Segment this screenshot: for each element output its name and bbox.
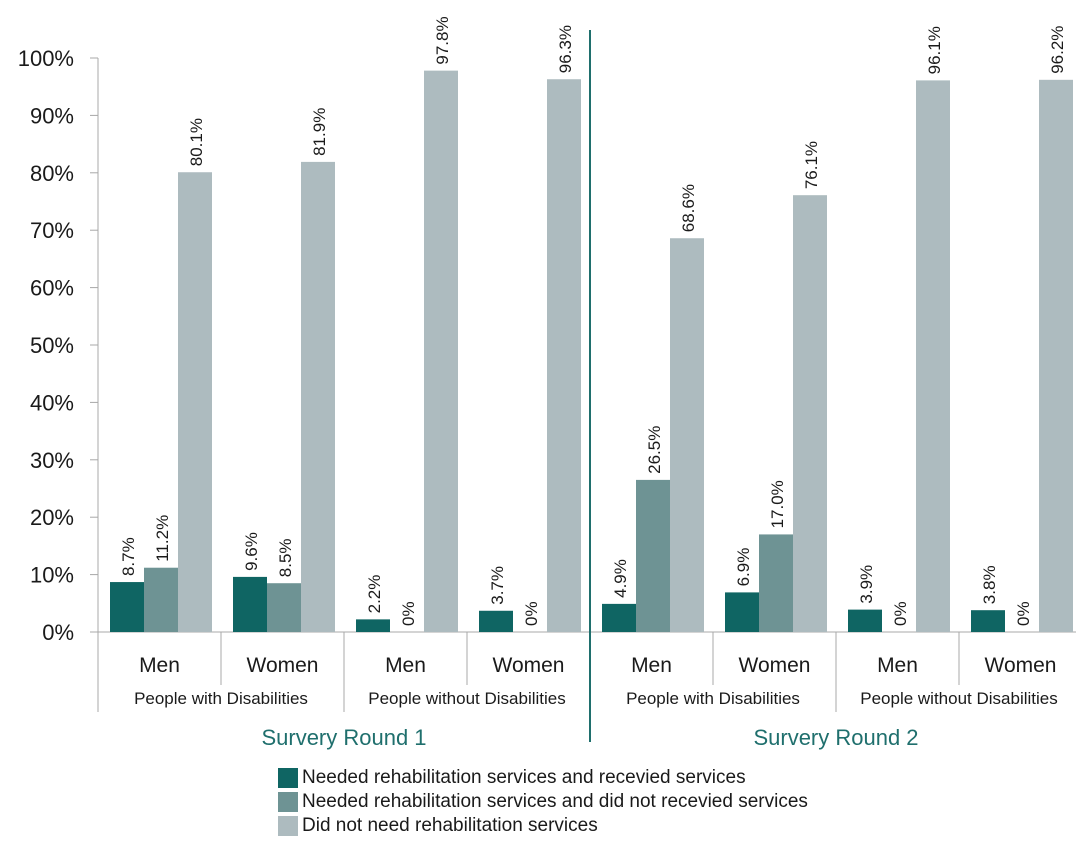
- bar: [110, 582, 144, 632]
- bar-value-label: 81.9%: [310, 108, 329, 156]
- legend: Needed rehabilitation services and recev…: [278, 766, 808, 838]
- bar: [301, 161, 335, 633]
- bar-value-label: 0%: [399, 601, 418, 626]
- bar: [670, 238, 704, 632]
- bar: [759, 534, 793, 632]
- bar-value-label: 0%: [891, 601, 910, 626]
- legend-item: Needed rehabilitation services and did n…: [278, 790, 808, 814]
- bar-value-label: 8.7%: [119, 537, 138, 576]
- y-tick-label: 90%: [30, 103, 74, 128]
- legend-label: Needed rehabilitation services and did n…: [302, 791, 808, 812]
- bar: [602, 603, 636, 632]
- bar-value-label: 76.1%: [802, 141, 821, 189]
- bar-value-label: 9.6%: [242, 532, 261, 571]
- bar: [424, 70, 458, 633]
- bar-value-label: 3.7%: [488, 566, 507, 605]
- legend-swatch: [278, 792, 298, 812]
- bar: [793, 195, 827, 632]
- y-tick-label: 50%: [30, 333, 74, 358]
- y-tick-label: 20%: [30, 505, 74, 530]
- subgroup-label: Women: [247, 654, 319, 677]
- bar: [636, 479, 670, 632]
- bar: [267, 583, 301, 632]
- bar-value-label: 96.3%: [556, 25, 575, 73]
- bar-value-label: 2.2%: [365, 575, 384, 614]
- y-tick-label: 0%: [42, 620, 74, 645]
- bar-value-label: 96.2%: [1048, 26, 1067, 74]
- bar-value-label: 3.9%: [857, 565, 876, 604]
- group-label: People without Disabilities: [368, 689, 566, 708]
- bar: [178, 172, 212, 632]
- bar: [479, 610, 513, 632]
- y-tick-label: 100%: [18, 46, 74, 71]
- bar-value-label: 80.1%: [187, 118, 206, 166]
- y-tick-label: 70%: [30, 218, 74, 243]
- bar: [916, 80, 950, 633]
- bar: [725, 592, 759, 632]
- group-label: People with Disabilities: [134, 689, 308, 708]
- legend-swatch: [278, 768, 298, 788]
- subgroup-label: Women: [493, 654, 565, 677]
- subgroup-label: Men: [139, 654, 180, 677]
- y-tick-label: 10%: [30, 563, 74, 588]
- legend-item: Did not need rehabilitation services: [278, 814, 808, 838]
- bar-value-label: 68.6%: [679, 184, 698, 232]
- bar: [144, 567, 178, 632]
- bar: [848, 609, 882, 632]
- group-label: People with Disabilities: [626, 689, 800, 708]
- y-tick-label: 40%: [30, 390, 74, 415]
- bar-value-label: 6.9%: [734, 548, 753, 587]
- group-label: People without Disabilities: [860, 689, 1058, 708]
- bar: [1039, 79, 1073, 632]
- legend-label: Needed rehabilitation services and recev…: [302, 767, 746, 788]
- y-tick-label: 80%: [30, 161, 74, 186]
- bar: [971, 610, 1005, 632]
- legend-swatch: [278, 816, 298, 836]
- bar-value-label: 11.2%: [153, 515, 172, 562]
- bar-value-label: 8.5%: [276, 538, 295, 577]
- round-label: Survery Round 1: [261, 725, 426, 750]
- bar: [547, 79, 581, 633]
- legend-item: Needed rehabilitation services and recev…: [278, 766, 808, 790]
- bar: [356, 619, 390, 632]
- bar-value-label: 3.8%: [980, 565, 999, 604]
- round-label: Survery Round 2: [753, 725, 918, 750]
- bar-value-label: 97.8%: [433, 16, 452, 64]
- bar-value-label: 17.0%: [768, 480, 787, 528]
- bar-value-label: 96.1%: [925, 26, 944, 74]
- subgroup-label: Men: [631, 654, 672, 677]
- bar-value-label: 0%: [522, 601, 541, 626]
- bar-value-label: 26.5%: [645, 426, 664, 474]
- bar: [233, 576, 267, 632]
- y-tick-label: 60%: [30, 276, 74, 301]
- legend-label: Did not need rehabilitation services: [302, 815, 598, 836]
- subgroup-label: Women: [739, 654, 811, 677]
- subgroup-label: Men: [385, 654, 426, 677]
- subgroup-label: Women: [985, 654, 1057, 677]
- subgroup-label: Men: [877, 654, 918, 677]
- bar-value-label: 0%: [1014, 601, 1033, 626]
- bar-value-label: 4.9%: [611, 559, 630, 598]
- y-tick-label: 30%: [30, 448, 74, 473]
